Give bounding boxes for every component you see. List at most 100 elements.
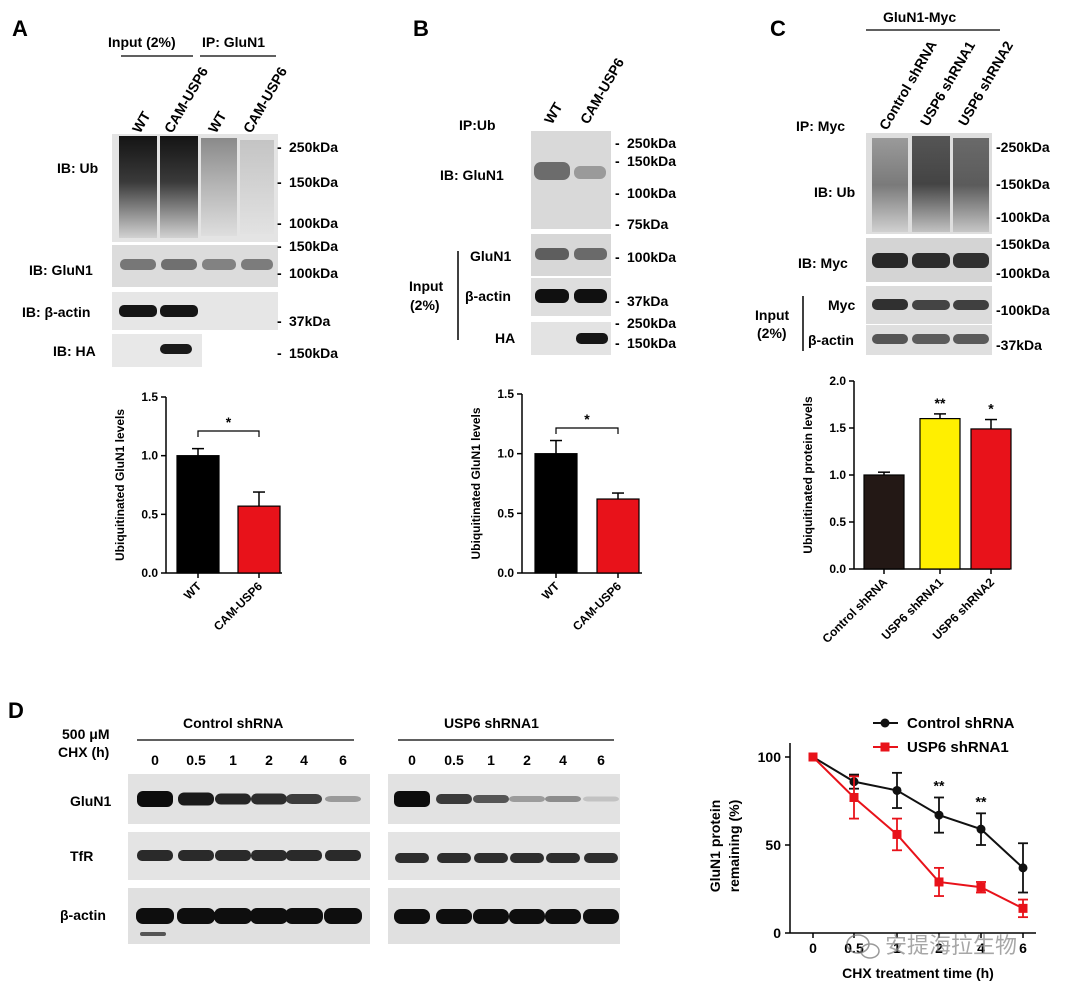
band — [120, 259, 156, 270]
band — [119, 305, 157, 317]
band — [584, 853, 618, 863]
marker-label: 150kDa — [627, 335, 676, 351]
marker-label: 150kDa — [289, 345, 338, 361]
data-point — [1018, 903, 1028, 913]
marker-dash: - — [277, 238, 282, 254]
band — [137, 850, 173, 861]
data-point — [934, 877, 944, 887]
blot-label: GluN1 — [70, 793, 111, 809]
time-labels: 0 0 0.5 0.5 1 1 2 2 4 4 6 6 — [151, 752, 605, 768]
time-label: 0.5 — [444, 752, 464, 768]
significance-marker: * — [584, 411, 590, 427]
y-axis-label: Ubiquitinated GluN1 levels — [469, 407, 483, 559]
chart-a: 0.0 0.5 1.0 1.5 Ubiquitinated GluN1 levels WT… — [113, 390, 282, 633]
bar-cam-usp6 — [237, 505, 281, 574]
band — [325, 796, 361, 802]
legend-marker — [880, 718, 890, 728]
marker-dash: - — [615, 335, 620, 351]
bar-cam-usp6 — [596, 498, 640, 574]
band — [953, 138, 989, 232]
marker-label: 100kDa — [289, 265, 338, 281]
blot-label: TfR — [70, 848, 93, 864]
watermark: 安提海拉生物 — [846, 933, 1017, 959]
band — [325, 850, 361, 861]
band — [872, 299, 908, 310]
group-label: GluN1-Myc — [883, 9, 956, 25]
panel-b: B WT CAM-USP6 IP:Ub IB: GluN1 GluN1 β-ac… — [409, 16, 676, 355]
time-label: 1 — [229, 752, 237, 768]
marker-label: 75kDa — [627, 216, 668, 232]
band — [437, 853, 471, 863]
group-label: USP6 shRNA1 — [444, 715, 539, 731]
panel-letter-a: A — [12, 16, 28, 41]
band — [202, 259, 236, 270]
y-tick-label: 1.0 — [497, 447, 514, 461]
band — [177, 908, 215, 924]
wechat-icon — [846, 934, 880, 959]
marker-label: 150kDa — [289, 238, 338, 254]
band — [178, 850, 214, 861]
band — [251, 793, 287, 805]
blot-label: HA — [495, 330, 515, 346]
significance-bracket — [555, 427, 619, 434]
marker-dash: - — [277, 265, 282, 281]
y-tick-label: 0.0 — [497, 566, 514, 580]
marker-dash: - — [615, 135, 620, 151]
marker-dash: - — [277, 215, 282, 231]
band — [160, 305, 198, 317]
band — [140, 932, 166, 936]
blot-label: IB: GluN1 — [29, 262, 93, 278]
y-tick-label: 0.0 — [829, 562, 846, 576]
treatment-label: CHX (h) — [58, 744, 109, 760]
x-tick-label: CAM-USP6 — [570, 579, 624, 633]
input-label: Input — [755, 307, 790, 323]
marker-dash: - — [615, 185, 620, 201]
legend-label: USP6 shRNA1 — [907, 739, 1009, 756]
marker-label: 250kDa — [289, 139, 338, 155]
marker-label: -100kDa — [996, 302, 1050, 318]
marker-label: -250kDa — [996, 139, 1050, 155]
y-tick-label: 0.5 — [829, 515, 846, 529]
marker-label: 250kDa — [627, 135, 676, 151]
band — [119, 136, 157, 238]
time-label: 2 — [523, 752, 531, 768]
data-point — [849, 792, 859, 802]
band — [394, 791, 430, 807]
time-label: 2 — [265, 752, 273, 768]
series-line — [812, 756, 1024, 869]
significance-marker: * — [988, 401, 994, 417]
band — [251, 850, 287, 861]
band — [214, 908, 252, 924]
band — [872, 334, 908, 344]
y-tick-label: 1.5 — [141, 390, 158, 404]
band — [286, 850, 322, 861]
x-tick-label: Control shRNA — [819, 575, 890, 646]
marker-label: 100kDa — [627, 185, 676, 201]
blot-label: β-actin — [808, 332, 854, 348]
chart-c: 0.0 0.5 1.0 1.5 2.0 Ubiquitinated protein lev… — [801, 374, 1012, 646]
watermark-text: 安提海拉生物 — [885, 933, 1017, 958]
data-point — [892, 785, 902, 795]
band — [241, 259, 273, 270]
band — [872, 253, 908, 268]
marker-dash: - — [277, 174, 282, 190]
blot-label: IB: Ub — [814, 184, 855, 200]
group-label-input: Input (2%) — [108, 34, 176, 50]
band — [473, 909, 509, 924]
significance-marker: * — [226, 414, 232, 430]
band — [546, 853, 580, 863]
time-label: 4 — [559, 752, 567, 768]
data-point — [892, 829, 902, 839]
chart-b: 0.0 0.5 1.0 1.5 Ubiquitinated GluN1 levels WT… — [469, 387, 642, 633]
x-tick-label: WT — [181, 579, 205, 603]
panel-d: D 500 μM CHX (h) Control shRNA USP6 shRN… — [8, 698, 620, 944]
band — [953, 300, 989, 310]
group-label: Control shRNA — [183, 715, 283, 731]
y-axis-label: GluN1 protein — [707, 800, 723, 893]
band — [509, 796, 545, 802]
y-tick-label: 1.5 — [497, 387, 514, 401]
band — [872, 138, 908, 232]
band — [574, 248, 607, 260]
significance-bracket — [197, 430, 260, 437]
band — [474, 853, 508, 863]
